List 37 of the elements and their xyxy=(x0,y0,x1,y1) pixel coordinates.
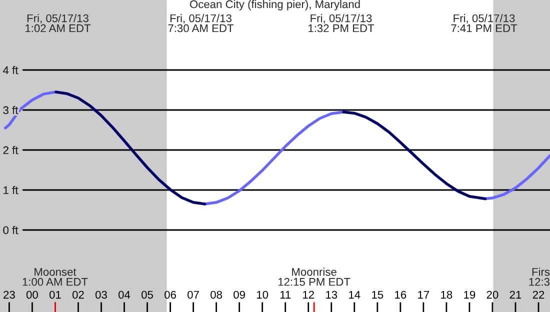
y-tick-label: 0 ft xyxy=(3,226,18,234)
x-tick-label: 07 xyxy=(188,290,199,299)
x-tick-label: 09 xyxy=(234,290,245,299)
chart-title: Ocean City (fishing pier), Maryland xyxy=(190,0,360,10)
x-tick-label: 22 xyxy=(532,290,544,299)
annotation: Fri, 05/17/13 1:02 AM EDT xyxy=(26,14,91,32)
x-tick-label: 08 xyxy=(210,290,222,299)
x-tick-label: 12 xyxy=(303,290,314,299)
x-tick-label: 06 xyxy=(164,290,176,299)
x-tick-label: 01 xyxy=(49,290,61,299)
annotation: Moonset 1:00 AM EDT xyxy=(22,268,88,286)
annotation: Firs 12:3 xyxy=(529,268,550,286)
y-tick-label: 4 ft xyxy=(3,66,18,74)
y-tick-label: 2 ft xyxy=(3,146,18,154)
x-tick-label: 19 xyxy=(464,290,476,299)
y-tick-label: 1 ft xyxy=(4,186,18,194)
x-tick-label: 02 xyxy=(72,290,84,299)
annotation: Moonrise 12:15 PM EDT xyxy=(278,268,350,286)
x-tick-label: 16 xyxy=(395,290,406,299)
x-tick-label: 21 xyxy=(510,290,522,299)
x-tick-label: 23 xyxy=(4,290,15,299)
annotation: Fri, 05/17/13 7:41 PM EDT xyxy=(451,14,518,32)
x-tick-label: 13 xyxy=(326,290,338,299)
x-tick-label: 15 xyxy=(372,290,384,299)
y-tick-label: 3 ft xyxy=(3,106,18,114)
x-tick-label: 17 xyxy=(418,290,430,299)
annotation: Fri, 05/17/13 1:32 PM EDT xyxy=(308,14,374,32)
x-tick-label: 20 xyxy=(486,290,498,299)
x-tick-label: 10 xyxy=(257,290,268,299)
x-tick-label: 05 xyxy=(142,290,153,299)
x-tick-label: 00 xyxy=(26,290,38,299)
x-tick-label: 11 xyxy=(280,290,291,299)
x-tick-label: 03 xyxy=(96,290,107,299)
x-tick-label: 14 xyxy=(349,290,360,299)
x-tick-label: 04 xyxy=(118,290,130,299)
annotation: Fri, 05/17/13 7:30 AM EDT xyxy=(168,14,234,32)
x-tick-label: 18 xyxy=(441,290,452,299)
